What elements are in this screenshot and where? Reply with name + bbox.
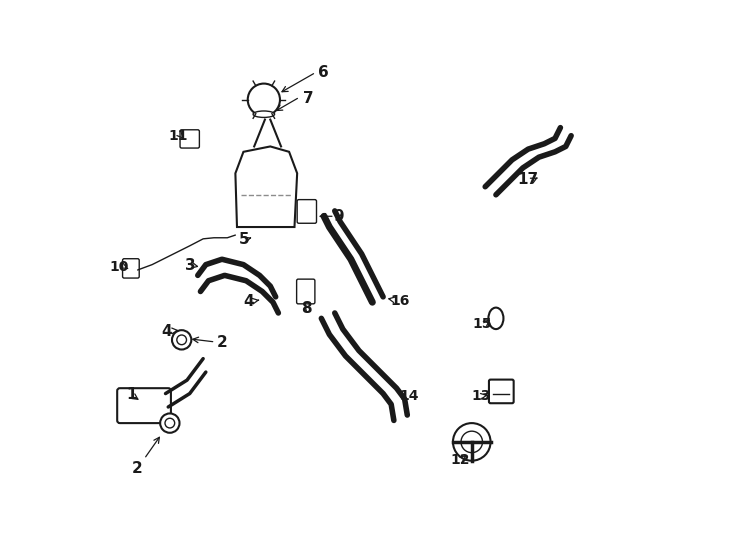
Circle shape <box>453 423 490 461</box>
FancyBboxPatch shape <box>489 380 514 403</box>
Text: 13: 13 <box>471 389 490 403</box>
Ellipse shape <box>488 308 504 329</box>
Ellipse shape <box>253 111 275 117</box>
Text: 4: 4 <box>161 325 172 339</box>
Text: 7: 7 <box>302 91 313 106</box>
Text: 15: 15 <box>473 317 493 330</box>
FancyBboxPatch shape <box>297 200 316 223</box>
Circle shape <box>172 330 192 349</box>
Circle shape <box>461 431 482 453</box>
FancyBboxPatch shape <box>117 388 171 423</box>
FancyBboxPatch shape <box>123 259 139 278</box>
Text: 3: 3 <box>186 258 196 273</box>
Text: 11: 11 <box>168 129 188 143</box>
FancyBboxPatch shape <box>297 279 315 304</box>
Text: 16: 16 <box>390 294 410 308</box>
Text: 8: 8 <box>302 301 312 316</box>
Text: 17: 17 <box>517 172 539 187</box>
Circle shape <box>248 84 280 116</box>
Text: 12: 12 <box>450 453 470 467</box>
Text: 5: 5 <box>239 232 250 247</box>
Text: 9: 9 <box>333 209 344 224</box>
Circle shape <box>165 418 175 428</box>
Text: 6: 6 <box>318 65 328 80</box>
Circle shape <box>177 335 186 345</box>
Text: 2: 2 <box>132 461 143 476</box>
Text: 2: 2 <box>217 335 228 350</box>
Circle shape <box>160 414 180 433</box>
Text: 10: 10 <box>109 260 128 274</box>
Text: 4: 4 <box>244 294 254 309</box>
Text: 14: 14 <box>399 389 418 403</box>
Text: 1: 1 <box>126 387 137 402</box>
FancyBboxPatch shape <box>180 130 200 148</box>
Polygon shape <box>236 146 297 227</box>
